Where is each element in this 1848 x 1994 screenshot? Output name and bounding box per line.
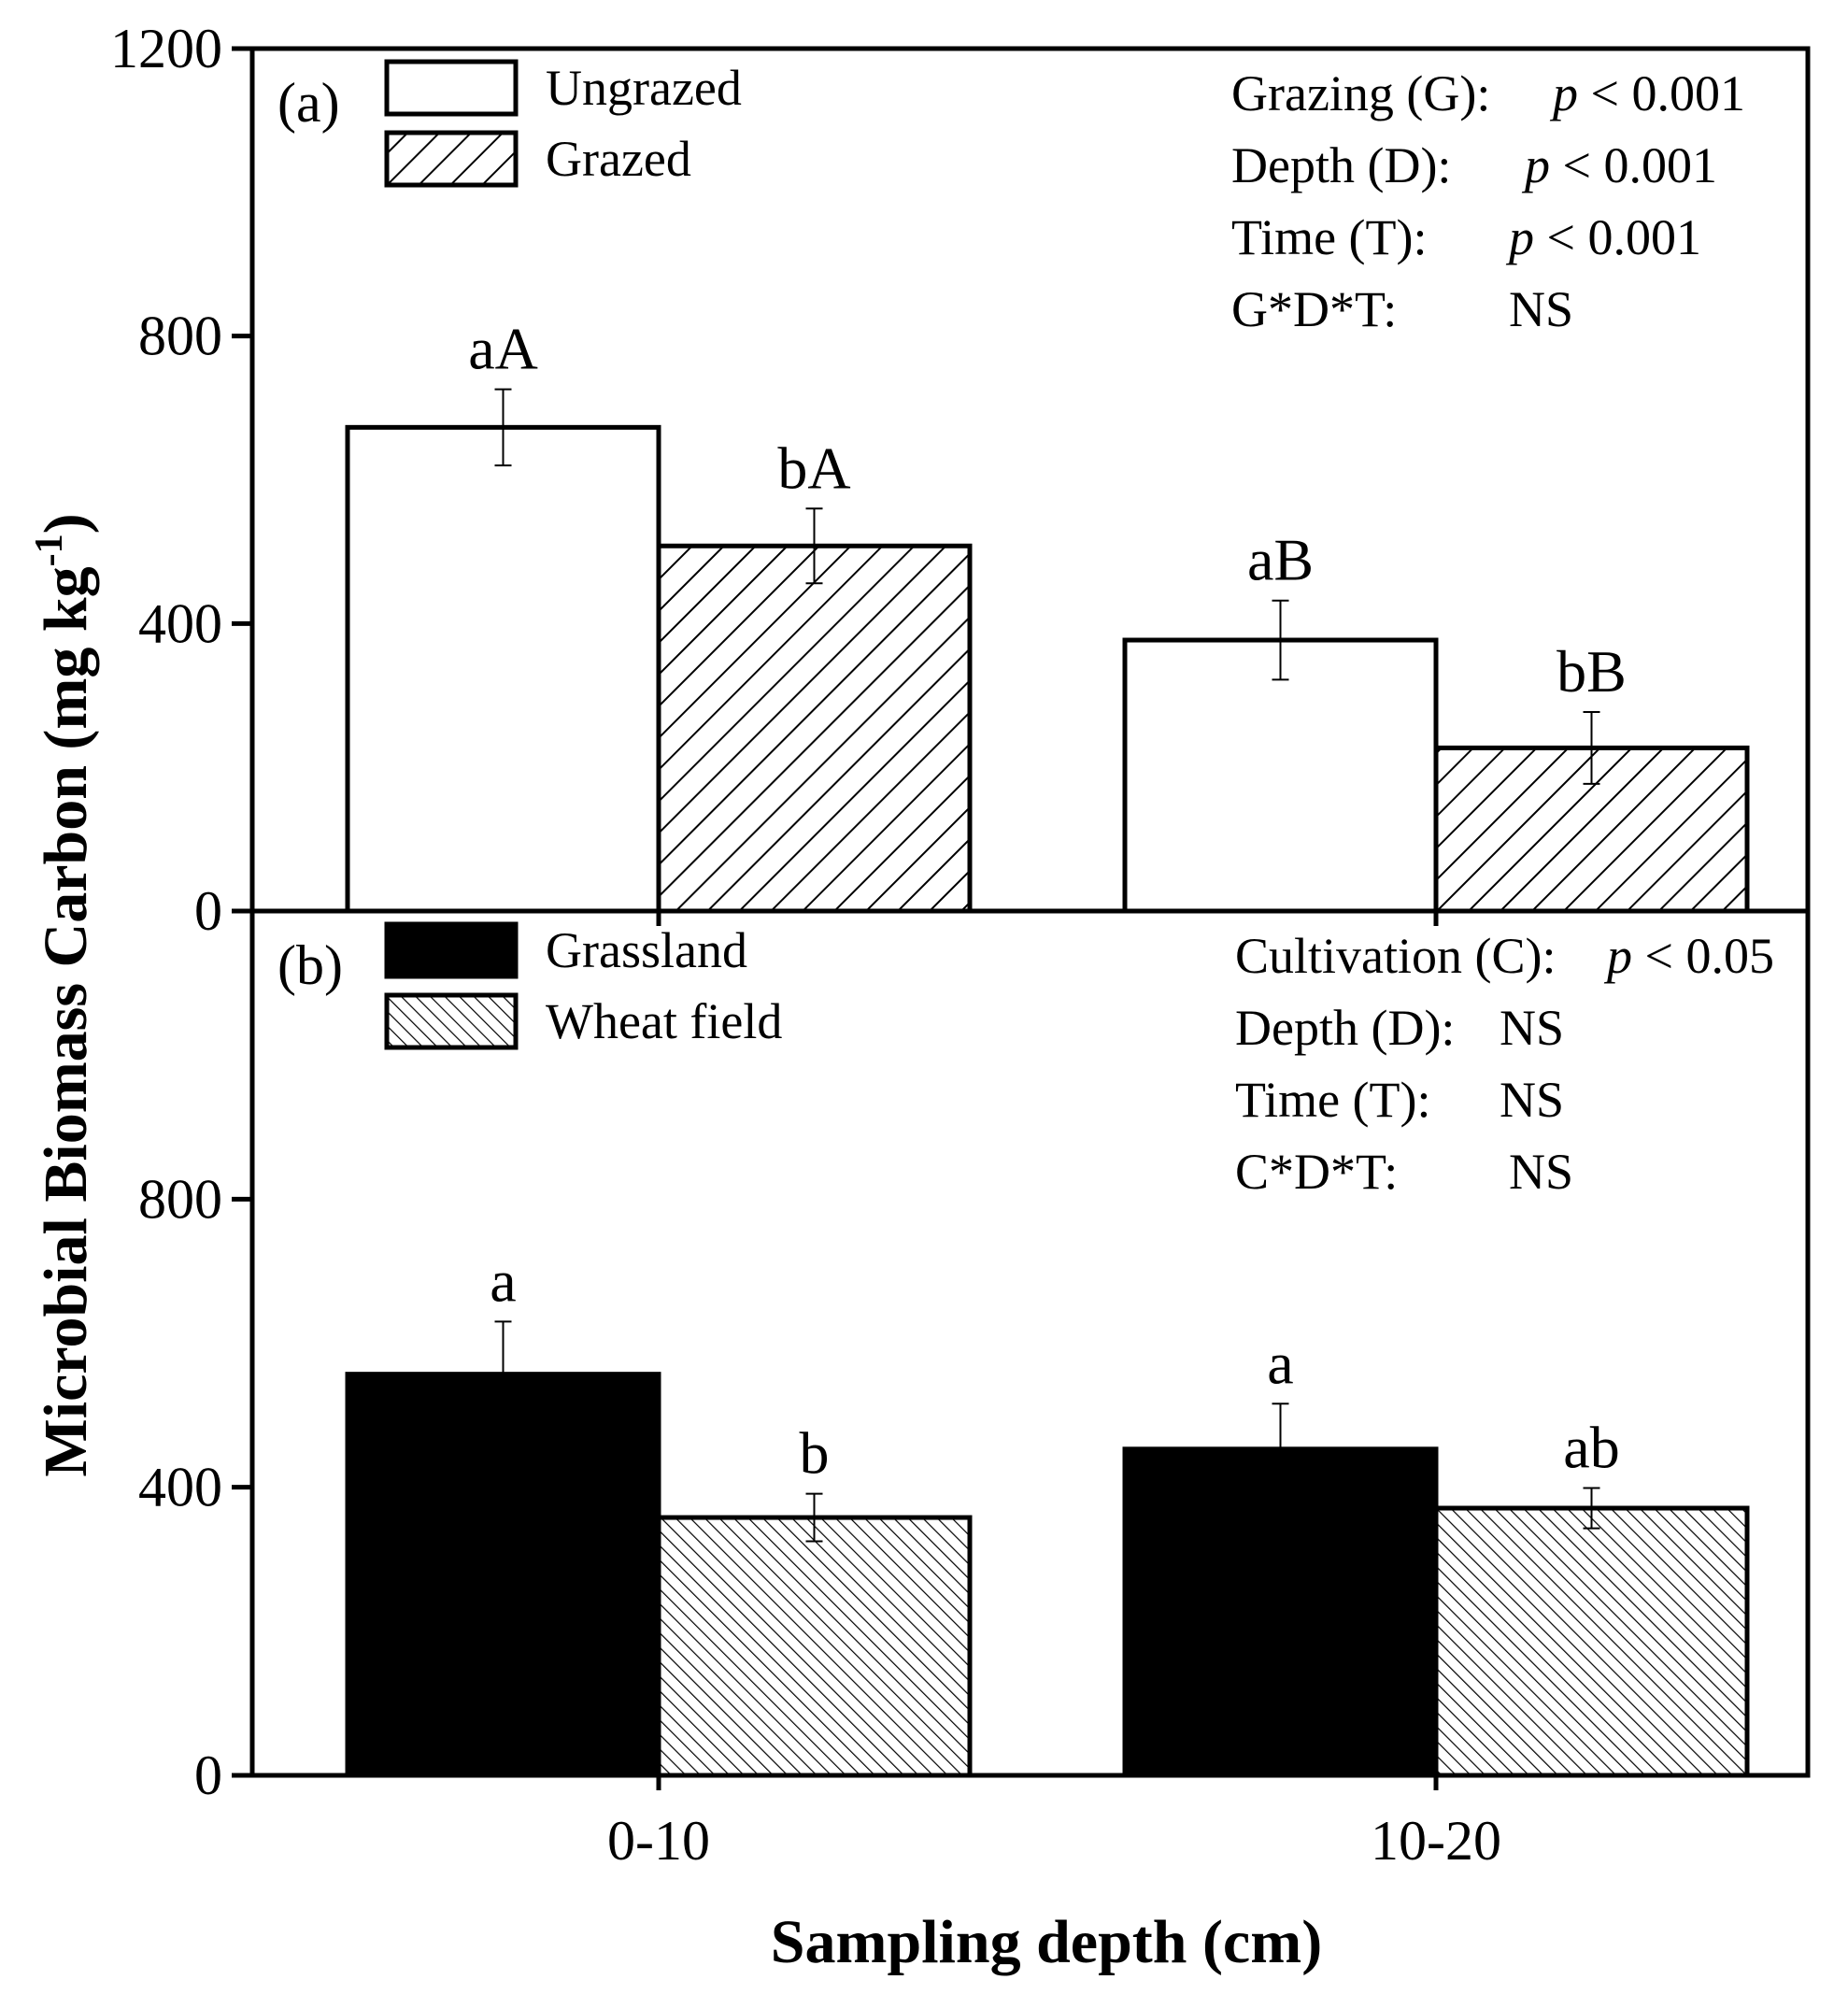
bar-grassland-0-10 — [345, 1372, 661, 1778]
legend-swatch-ungrazed — [384, 59, 519, 117]
significance-letter: a — [490, 1247, 516, 1314]
x-tick-label: 0-10 — [607, 1810, 710, 1872]
y-tick-label: 1200 — [110, 18, 222, 79]
legend-label: Ungrazed — [546, 60, 742, 116]
stat-label: Time (T): — [1231, 209, 1428, 265]
y-tick-label: 0 — [194, 880, 222, 942]
significance-letter: ab — [1563, 1414, 1619, 1480]
stat-label: Depth (D): — [1231, 137, 1451, 193]
stat-label: G*D*T: — [1231, 281, 1397, 337]
significance-letter: bB — [1557, 638, 1627, 705]
y-tick-label: 400 — [138, 1457, 222, 1518]
stat-value: p < 0.001 — [1505, 209, 1701, 265]
bar-wheat-field-0-10 — [656, 1515, 973, 1778]
error-bar-grazed-0-10 — [805, 507, 823, 585]
bar-grassland-10-20 — [1122, 1446, 1439, 1778]
y-axis-title: Microbial Biomass Carbon (mg kg-1) — [28, 513, 100, 1476]
panel-a: aA aB bA bB 0 400 800 1200 (a) Ungrazed Grazed Graz… — [110, 18, 1811, 942]
error-bar-grassland-10-20 — [1272, 1403, 1289, 1496]
panel-label: (b) — [277, 934, 343, 996]
legend-label: Wheat field — [546, 993, 782, 1049]
stat-value: NS — [1500, 1072, 1564, 1128]
error-bar-grassland-0-10 — [494, 1320, 512, 1428]
legend-swatch-wheat-field — [384, 992, 519, 1050]
stat-label: Depth (D): — [1235, 1000, 1455, 1056]
error-bar-ungrazed-0-10 — [494, 388, 512, 467]
stat-value: p < 0.001 — [1549, 65, 1745, 121]
x-axis-title: Sampling depth (cm) — [771, 1908, 1322, 1976]
y-tick-label: 800 — [138, 1168, 222, 1230]
legend-label: Grazed — [546, 131, 691, 187]
stat-value: p < 0.001 — [1521, 137, 1717, 193]
plot-frame — [249, 908, 1811, 1778]
stat-label: Cultivation (C): — [1235, 928, 1557, 984]
stat-value: p < 0.05 — [1603, 928, 1774, 984]
panel-label: (a) — [277, 72, 340, 134]
bar-ungrazed-0-10 — [345, 424, 661, 914]
significance-letter: aB — [1247, 527, 1314, 593]
legend-swatch-grazed — [384, 130, 519, 188]
bar-wheat-field-10-20 — [1433, 1505, 1750, 1778]
error-bar-grazed-10-20 — [1583, 710, 1600, 785]
error-bar-ungrazed-10-20 — [1272, 599, 1289, 681]
error-bar-wheat-field-10-20 — [1583, 1487, 1600, 1530]
stat-label: Time (T): — [1235, 1072, 1431, 1128]
x-tick-label: 10-20 — [1371, 1810, 1501, 1872]
y-tick-label: 0 — [194, 1745, 222, 1806]
legend-swatch-grassland — [384, 921, 519, 979]
significance-letter: bA — [777, 434, 850, 501]
y-tick-label: 400 — [138, 592, 222, 654]
stat-value: NS — [1500, 1000, 1564, 1056]
bar-grazed-0-10 — [656, 543, 973, 914]
stat-value: NS — [1509, 281, 1573, 337]
bar-ungrazed-10-20 — [1122, 637, 1439, 914]
stat-label: Grazing (G): — [1231, 65, 1490, 121]
significance-letter: a — [1267, 1330, 1293, 1396]
significance-letter: aA — [468, 316, 538, 382]
y-tick-label: 800 — [138, 306, 222, 367]
stat-label: C*D*T: — [1235, 1144, 1398, 1200]
legend-label: Grassland — [546, 922, 747, 978]
error-bar-wheat-field-0-10 — [805, 1492, 823, 1543]
stat-value: NS — [1509, 1144, 1573, 1200]
significance-letter: b — [800, 1420, 830, 1487]
